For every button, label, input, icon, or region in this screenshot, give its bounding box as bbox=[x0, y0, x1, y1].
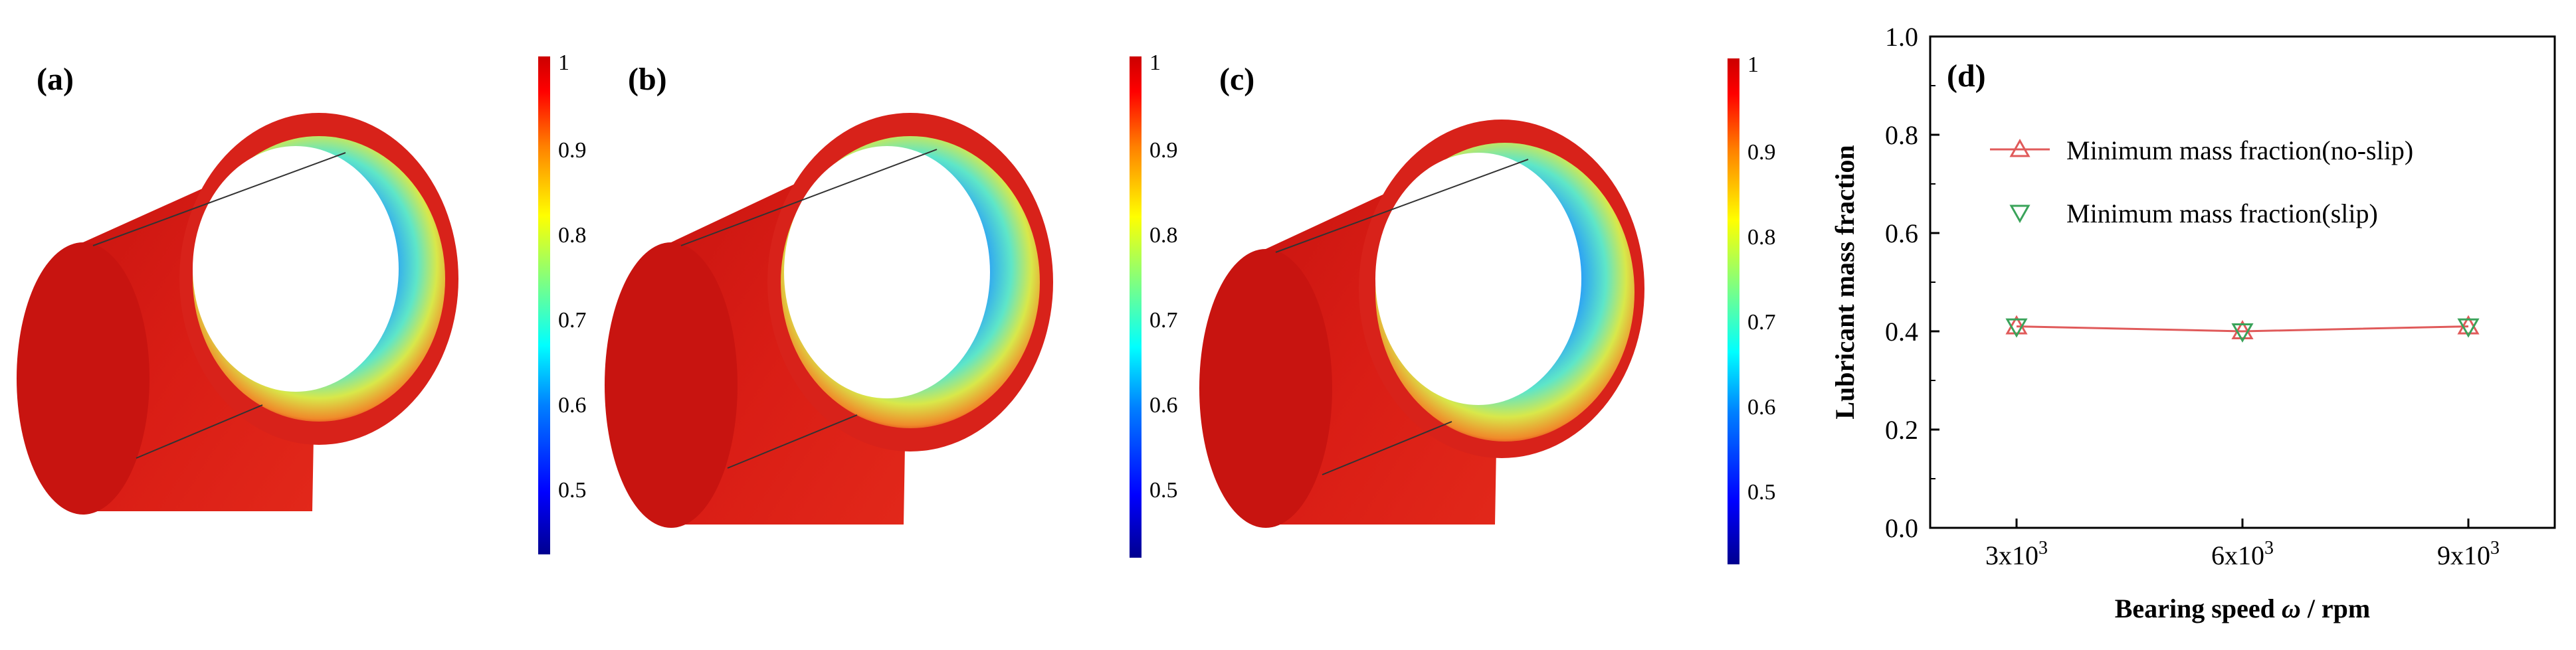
x-tick-base: 9x10 bbox=[2437, 540, 2490, 570]
x-tick-base: 6x10 bbox=[2211, 540, 2264, 570]
line-chart-d: (d) 0.00.20.40.60.81.0 3x103 6x103 9x103 M… bbox=[1830, 22, 2556, 623]
y-axis: 0.0 0.2 0.4 0.6 0.8 1.0 bbox=[1885, 22, 1939, 543]
data-point-no-slip bbox=[2457, 315, 2480, 335]
y-tick-label: 0.2 bbox=[1885, 415, 1918, 445]
x-tick-exponent: 3 bbox=[2490, 538, 2500, 558]
colorbar-tick: 0.9 bbox=[1149, 138, 1178, 163]
colorbar-ticks-c: 1 0.9 0.8 0.7 0.6 0.5 bbox=[1747, 52, 1776, 505]
data-point-slip bbox=[2231, 323, 2254, 343]
x-tick-label: 9x103 bbox=[2437, 538, 2500, 570]
data-point-no-slip bbox=[2005, 315, 2028, 335]
data-point-no-slip bbox=[2231, 319, 2254, 339]
colorbar-tick: 0.9 bbox=[558, 138, 587, 163]
x-tick-base: 3x10 bbox=[1985, 540, 2038, 570]
bearing-contour-a bbox=[17, 113, 458, 515]
colorbar-tick: 0.7 bbox=[1149, 308, 1178, 333]
series-layer bbox=[2005, 315, 2480, 343]
colorbar-a bbox=[538, 56, 550, 554]
x-axis: 3x103 6x103 9x103 bbox=[1985, 519, 2500, 570]
bearing-contour-b bbox=[605, 113, 1053, 528]
legend-triangle-up-marker bbox=[2009, 138, 2031, 157]
colorbar-tick: 1 bbox=[558, 50, 569, 75]
colorbar-ticks-b: 1 0.9 0.8 0.7 0.6 0.5 bbox=[1149, 50, 1178, 503]
colorbar-tick: 0.5 bbox=[1149, 478, 1178, 503]
panel-label-b: (b) bbox=[628, 62, 667, 97]
x-axis-title-suffix: / rpm bbox=[2301, 594, 2370, 623]
y-tick-label: 0.0 bbox=[1885, 513, 1918, 543]
x-tick-exponent: 3 bbox=[2264, 538, 2274, 558]
colorbar-tick: 0.5 bbox=[1747, 480, 1776, 505]
colorbar-tick: 1 bbox=[1149, 50, 1161, 75]
colorbar-tick: 0.7 bbox=[558, 308, 587, 333]
legend-label-no-slip: Minimum mass fraction(no-slip) bbox=[2066, 135, 2413, 165]
y-tick-label: 0.8 bbox=[1885, 120, 1918, 150]
colorbar-tick: 1 bbox=[1747, 52, 1759, 77]
data-point-slip bbox=[2005, 318, 2028, 338]
panel-label-a: (a) bbox=[37, 62, 74, 97]
y-axis-title: Lubricant mass fraction bbox=[1830, 145, 1860, 419]
colorbar-tick: 0.8 bbox=[558, 223, 587, 248]
colorbar-tick: 0.6 bbox=[1747, 395, 1776, 420]
colorbar-tick: 0.7 bbox=[1747, 310, 1776, 335]
plot-frame bbox=[1929, 35, 2556, 529]
y-tick-label: 0.6 bbox=[1885, 218, 1918, 248]
colorbar-ticks-a: 1 0.9 0.8 0.7 0.6 0.5 bbox=[558, 50, 587, 503]
panel-label-d: (d) bbox=[1947, 58, 1986, 94]
x-axis-title: Bearing speed ω / rpm bbox=[2115, 594, 2371, 623]
y-tick-label: 1.0 bbox=[1885, 22, 1918, 52]
legend-label-slip: Minimum mass fraction(slip) bbox=[2066, 199, 2378, 228]
colorbar-b bbox=[1130, 56, 1141, 558]
x-axis-title-symbol: ω bbox=[2282, 594, 2301, 623]
panel-b: (b) 1 0.9 0.8 0.7 0.6 0.5 bbox=[605, 50, 1178, 558]
colorbar-tick: 0.8 bbox=[1149, 223, 1178, 248]
x-tick-exponent: 3 bbox=[2038, 538, 2048, 558]
y-tick-label: 0.4 bbox=[1885, 317, 1918, 347]
colorbar-tick: 0.6 bbox=[1149, 393, 1178, 418]
colorbar-tick: 0.5 bbox=[558, 478, 587, 503]
x-tick-label: 3x103 bbox=[1985, 538, 2048, 570]
legend: Minimum mass fraction(no-slip) Minimum m… bbox=[1990, 135, 2413, 228]
bearing-contour-c bbox=[1199, 120, 1644, 528]
series-line-no-slip bbox=[2016, 325, 2469, 333]
colorbar-tick: 0.8 bbox=[1747, 225, 1776, 250]
legend-triangle-down-marker bbox=[2009, 204, 2031, 224]
x-tick-label: 6x103 bbox=[2211, 538, 2274, 570]
panel-c: (c) 1 0.9 0.8 0.7 0.6 0.5 bbox=[1199, 52, 1776, 564]
colorbar-tick: 0.9 bbox=[1747, 140, 1776, 165]
data-point-slip bbox=[2457, 318, 2480, 338]
colorbar-tick: 0.6 bbox=[558, 393, 587, 418]
panel-label-c: (c) bbox=[1219, 62, 1254, 97]
x-axis-title-prefix: Bearing speed bbox=[2115, 594, 2282, 623]
colorbar-c bbox=[1728, 58, 1739, 564]
panel-a: (a) 1 0.9 0.8 0.7 0.6 0.5 bbox=[17, 50, 587, 554]
